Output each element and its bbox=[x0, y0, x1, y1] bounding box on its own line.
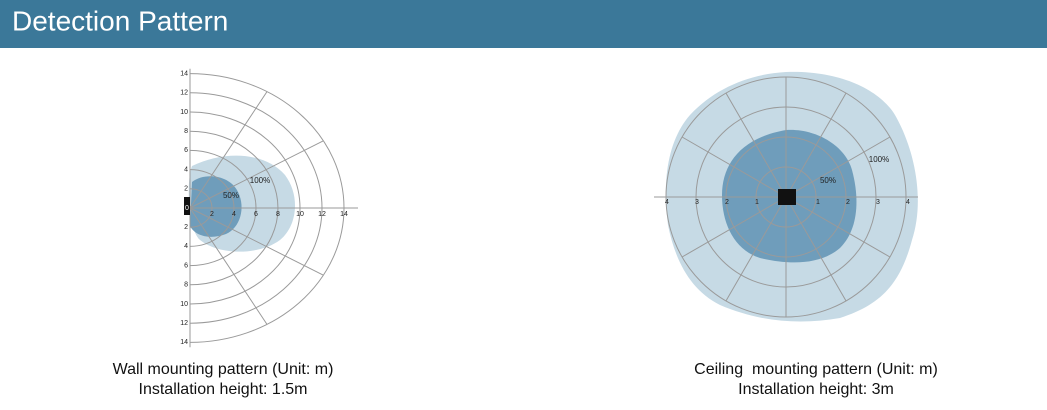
x-tick-label: 2 bbox=[846, 199, 850, 206]
caption: Installation height: 3m bbox=[738, 381, 894, 398]
outer-label: 100% bbox=[869, 155, 889, 164]
caption: Ceiling mounting pattern (Unit: m) bbox=[694, 361, 938, 378]
ceiling-diagram: 4 3 2 1 1 2 3 4 50% 100% Ceiling mounting pattern … bbox=[654, 71, 938, 398]
x-tick-label: 4 bbox=[906, 199, 910, 206]
x-tick-label: 10 bbox=[296, 211, 304, 218]
caption: Installation height: 1.5m bbox=[139, 381, 308, 398]
outer-label: 100% bbox=[250, 176, 270, 185]
grid-spoke bbox=[189, 207, 268, 325]
y-tick-label: 4 bbox=[184, 243, 188, 250]
sensor bbox=[778, 189, 796, 205]
y-tick-label: 14 bbox=[180, 339, 188, 346]
y-tick-label: 14 bbox=[180, 70, 188, 77]
x-tick-label: 3 bbox=[695, 199, 699, 206]
origin-label: 0 bbox=[185, 205, 189, 212]
x-tick-label: 14 bbox=[340, 211, 348, 218]
y-tick-label: 12 bbox=[180, 320, 188, 327]
y-tick-label: 8 bbox=[184, 282, 188, 289]
y-tick-label: 12 bbox=[180, 90, 188, 97]
y-tick-label: 2 bbox=[184, 224, 188, 231]
header-title: Detection Pattern bbox=[12, 5, 228, 36]
grid-spoke bbox=[189, 207, 324, 276]
x-tick-label: 12 bbox=[318, 211, 326, 218]
y-tick-label: 4 bbox=[184, 166, 188, 173]
inner-label: 50% bbox=[820, 176, 836, 185]
inner-label: 50% bbox=[223, 191, 239, 200]
y-tick-label: 8 bbox=[184, 128, 188, 135]
y-tick-label: 2 bbox=[184, 186, 188, 193]
sensor bbox=[184, 197, 190, 215]
grid-spoke bbox=[189, 140, 324, 209]
x-tick-label: 4 bbox=[665, 199, 669, 206]
y-tick-label: 10 bbox=[180, 301, 188, 308]
x-tick-label: 1 bbox=[816, 199, 820, 206]
x-tick-label: 4 bbox=[232, 211, 236, 218]
y-tick-label: 10 bbox=[180, 109, 188, 116]
coverage-50 bbox=[190, 176, 242, 237]
y-tick-label: 6 bbox=[184, 262, 188, 269]
x-tick-label: 8 bbox=[276, 211, 280, 218]
x-tick-label: 1 bbox=[755, 199, 759, 206]
header-bar bbox=[0, 0, 1047, 48]
x-tick-label: 2 bbox=[725, 199, 729, 206]
x-tick-label: 6 bbox=[254, 211, 258, 218]
caption: Wall mounting pattern (Unit: m) bbox=[113, 361, 334, 378]
grid-spoke bbox=[189, 91, 268, 209]
wall-diagram: 2 4 6 8 10 12 14 14 12 10 8 6 4 2 2 4 6 8 10 12 14 0 50% 100% Wa… bbox=[113, 68, 358, 398]
y-tick-label: 6 bbox=[184, 147, 188, 154]
x-tick-label: 3 bbox=[876, 199, 880, 206]
x-tick-label: 2 bbox=[210, 211, 214, 218]
